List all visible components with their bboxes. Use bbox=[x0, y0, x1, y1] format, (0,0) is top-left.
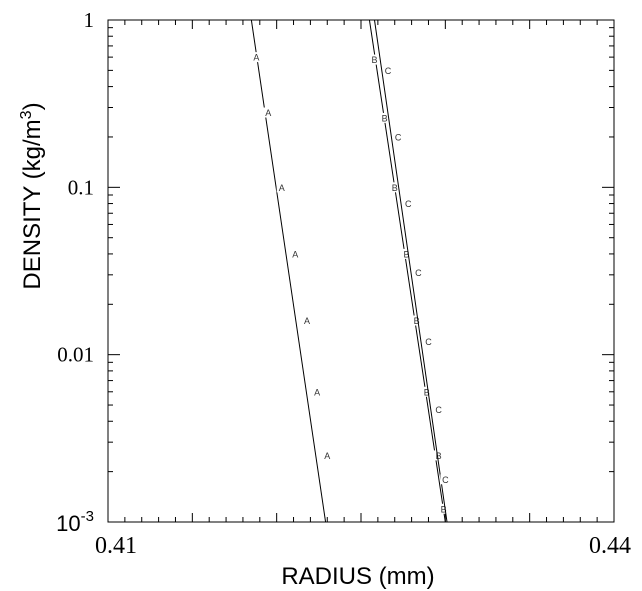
marker-bg bbox=[302, 315, 313, 326]
y-tick-label-base: 10 bbox=[56, 511, 80, 536]
marker-bg bbox=[276, 182, 287, 193]
marker-bg bbox=[389, 182, 400, 193]
x-tick-label: 0.41 bbox=[95, 533, 137, 559]
marker-bg bbox=[382, 65, 393, 76]
marker-bg bbox=[369, 54, 380, 65]
series-marker-c: C bbox=[435, 405, 442, 415]
series-marker-a: A bbox=[304, 316, 310, 326]
series-marker-c: C bbox=[395, 132, 402, 142]
x-tick-label: 0.44 bbox=[589, 533, 631, 559]
series-b: B B B B B B B B bbox=[368, 19, 449, 523]
x-axis-title: RADIUS (mm) bbox=[281, 563, 434, 590]
y-axis-title-superscript: 3 bbox=[18, 110, 35, 119]
series-marker-b: B bbox=[414, 316, 420, 326]
marker-bg bbox=[322, 450, 333, 461]
marker-bg bbox=[423, 336, 434, 347]
marker-bg bbox=[411, 315, 422, 326]
axis-ticks bbox=[107, 20, 615, 523]
y-axis-title-main: DENSITY (kg/m bbox=[19, 119, 46, 289]
y-axis-title: DENSITY (kg/m3) bbox=[18, 102, 46, 289]
series-marker-b: B bbox=[436, 451, 442, 461]
series-marker-b: B bbox=[424, 387, 430, 397]
series-marker-a: A bbox=[292, 249, 298, 259]
series-c: C C C C C C C bbox=[373, 19, 451, 523]
series-marker-c: C bbox=[442, 475, 449, 485]
y-axis-title-close: ) bbox=[19, 102, 46, 110]
y-tick-label-bottom: 10-3 bbox=[56, 508, 94, 536]
series-line-b bbox=[368, 19, 446, 523]
series-marker-b: B bbox=[382, 113, 388, 123]
series-marker-a: A bbox=[279, 183, 285, 193]
series-marker-a: A bbox=[314, 387, 320, 397]
series-marker-a: A bbox=[265, 108, 271, 118]
marker-bg bbox=[413, 267, 424, 278]
y-tick-label: 0.1 bbox=[68, 175, 94, 199]
series-marker-a: A bbox=[253, 53, 259, 63]
marker-bg bbox=[433, 404, 444, 415]
marker-bg bbox=[393, 131, 404, 142]
y-tick-label-exponent: -3 bbox=[81, 508, 94, 525]
marker-bg bbox=[401, 248, 412, 259]
series-a: A A A A A A A bbox=[250, 19, 333, 523]
series-marker-c: C bbox=[405, 199, 412, 209]
marker-bg bbox=[433, 450, 444, 461]
x-tick-labels: 0.41 0.44 bbox=[95, 533, 631, 559]
marker-bg bbox=[290, 248, 301, 259]
marker-bg bbox=[312, 386, 323, 397]
series-marker-b: B bbox=[404, 249, 410, 259]
series-marker-b: B bbox=[441, 504, 447, 514]
y-tick-label: 1 bbox=[84, 8, 95, 32]
marker-bg bbox=[379, 112, 390, 123]
series-marker-c: C bbox=[385, 66, 392, 76]
marker-bg bbox=[421, 386, 432, 397]
series-marker-c: C bbox=[415, 268, 422, 278]
marker-bg bbox=[440, 474, 451, 485]
plot-frame bbox=[107, 19, 615, 523]
marker-bg bbox=[251, 52, 262, 63]
series-marker-c: C bbox=[425, 337, 432, 347]
marker-bg bbox=[438, 503, 449, 514]
y-tick-labels: 1 0.1 0.01 10-3 bbox=[56, 8, 94, 536]
series-line-a bbox=[250, 19, 327, 523]
series-marker-a: A bbox=[324, 451, 330, 461]
y-tick-label: 0.01 bbox=[57, 343, 94, 367]
series-line-c bbox=[373, 19, 448, 523]
marker-bg bbox=[263, 107, 274, 118]
series-marker-b: B bbox=[392, 183, 398, 193]
series-marker-b: B bbox=[371, 55, 377, 65]
marker-bg bbox=[403, 198, 414, 209]
